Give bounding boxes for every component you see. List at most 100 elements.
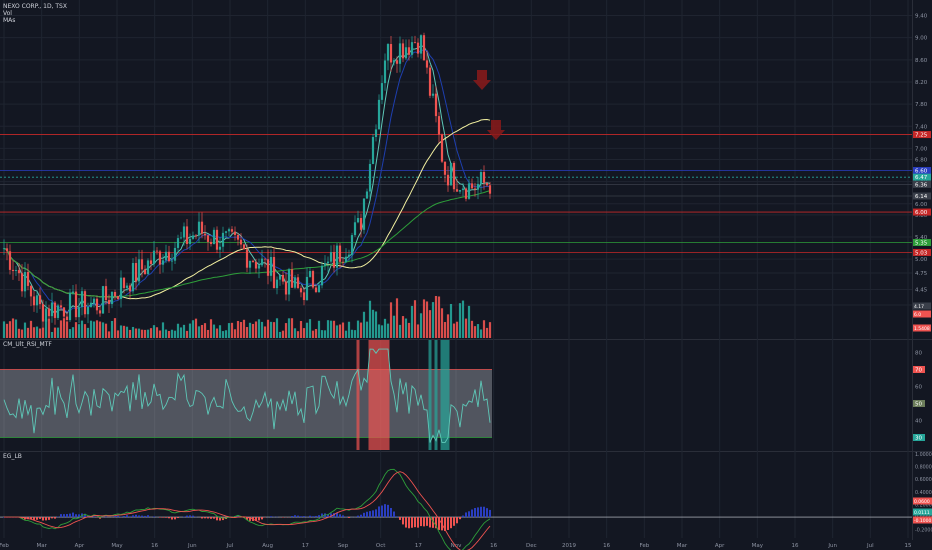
candle-body: [317, 285, 321, 293]
candle-body: [155, 250, 159, 252]
volume-bar: [236, 320, 240, 338]
volume-bar: [218, 325, 222, 338]
macd-value-label: -0.1000: [914, 518, 932, 524]
candle-body: [209, 241, 213, 245]
candle-body: [32, 296, 36, 306]
candle-body: [53, 302, 57, 318]
candle-body: [197, 221, 201, 236]
volume-tag: [913, 324, 931, 332]
candle-body: [311, 271, 315, 288]
macd-histogram-bar: [417, 517, 419, 528]
macd-histogram-bar: [45, 517, 47, 521]
price-level-label: 6.60: [915, 169, 928, 175]
rsi-overbought-highlight: [386, 340, 390, 450]
volume-bar: [389, 302, 393, 338]
macd-histogram-bar: [63, 514, 65, 518]
legend-symbol: NEXO CORP., 1D, TSX: [3, 3, 67, 10]
volume-bar: [431, 302, 435, 338]
macd-histogram-bar: [423, 517, 425, 527]
candle-body: [236, 234, 240, 240]
x-tick-label: 17: [302, 543, 309, 549]
volume-bar: [35, 326, 39, 338]
candle-body: [77, 307, 81, 318]
y-tick-label: 4.45: [915, 288, 928, 294]
price-level-tag: [913, 192, 931, 200]
macd-histogram-bar: [255, 517, 257, 521]
volume-bar: [293, 328, 297, 338]
candle-body: [488, 185, 492, 194]
candle-body: [407, 47, 411, 55]
macd-histogram-bar: [336, 512, 338, 518]
volume-bar: [59, 320, 63, 338]
macd-histogram-bar: [381, 505, 383, 518]
macd-histogram-bar: [294, 515, 296, 518]
volume-bar: [185, 330, 189, 338]
volume-bar: [152, 325, 156, 338]
macd-histogram-bar: [117, 515, 119, 518]
rsi-oversold-highlight: [446, 340, 450, 450]
macd-histogram-bar: [123, 515, 125, 518]
x-tick-label: Dec: [526, 543, 537, 549]
macd-histogram-bar: [66, 514, 68, 518]
macd-histogram-bar: [33, 517, 35, 520]
volume-bar: [485, 327, 489, 338]
volume-bar: [332, 320, 336, 338]
macd-histogram-bar: [99, 517, 101, 519]
macd-histogram-bar: [69, 513, 71, 518]
price-level-tag: [913, 239, 931, 246]
macd-histogram-bar: [129, 516, 131, 518]
rsi-oversold-highlight: [440, 340, 444, 450]
macd-histogram-bar: [396, 516, 398, 518]
volume-bar: [146, 329, 150, 338]
volume-bar: [407, 322, 411, 338]
x-tick-label: Aug: [262, 543, 273, 549]
candle-body: [245, 249, 249, 268]
volume-bar: [155, 327, 159, 338]
volume-bar: [50, 331, 54, 338]
volume-tag: [913, 302, 931, 310]
macd-histogram-bar: [291, 516, 293, 518]
candle-body: [479, 172, 483, 184]
macd-histogram-bar: [438, 517, 440, 530]
volume-bar: [179, 327, 183, 338]
macd-histogram-bar: [78, 514, 80, 518]
candle-body: [29, 285, 33, 297]
macd-histogram-bar: [420, 517, 422, 527]
macd-histogram-bar: [189, 515, 191, 518]
candle-body: [98, 310, 102, 314]
macd-histogram-bar: [222, 517, 224, 521]
volume-bar: [446, 314, 450, 338]
macd-histogram-bar: [201, 517, 203, 519]
x-tick-label: Mar: [36, 543, 47, 549]
volume-bar: [164, 329, 168, 338]
candle-body: [263, 258, 267, 260]
candle-body: [218, 246, 222, 250]
candle-body: [434, 93, 438, 117]
candle-body: [431, 93, 435, 96]
y-tick-label: 7.80: [915, 102, 928, 108]
volume-bar: [188, 323, 192, 338]
volume-bar: [137, 328, 141, 338]
macd-histogram-bar: [432, 517, 434, 528]
macd-tick-label: 0.2000: [915, 502, 932, 508]
candle-body: [38, 295, 42, 305]
macd-value-label: 0.0111: [914, 510, 930, 516]
volume-bar: [263, 326, 267, 338]
candle-body: [257, 265, 261, 269]
candle-body: [80, 291, 84, 308]
volume-bar: [284, 323, 288, 338]
volume-bar: [233, 329, 237, 338]
candle-body: [377, 99, 381, 130]
volume-bar: [44, 319, 48, 338]
candle-body: [272, 257, 276, 289]
volume-bar: [56, 327, 60, 338]
macd-histogram-bar: [249, 517, 251, 521]
macd-histogram-bar: [60, 514, 62, 518]
volume-bar: [245, 327, 249, 338]
volume-bar: [317, 320, 321, 338]
volume-bar: [227, 323, 231, 338]
candle-body: [116, 296, 120, 299]
macd-histogram-bar: [237, 515, 239, 518]
rsi-tick-label: 80: [915, 351, 922, 357]
